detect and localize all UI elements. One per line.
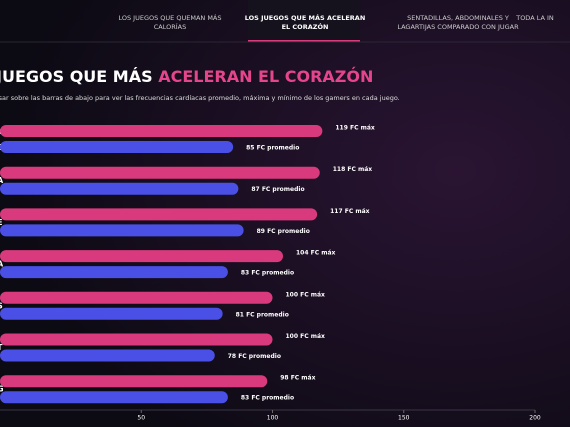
bar (0, 391, 228, 404)
tab[interactable]: LOS JUEGOS QUE MÁS ACELERAN EL CORAZÓN (245, 13, 366, 31)
tab-line: LAGARTIJAS COMPARADO CON JUGAR (397, 23, 519, 31)
category-label: A (0, 260, 4, 269)
value-label: 81 FC promedio (236, 311, 289, 318)
category-label: S (0, 301, 3, 310)
bar (0, 349, 215, 362)
bar (0, 307, 223, 320)
bar (0, 182, 239, 195)
category-label: G (0, 385, 4, 394)
tab-line: CALORÍAS (154, 22, 187, 31)
tab-line: TODA LA IN (515, 14, 554, 22)
tab[interactable]: SENTADILLAS, ABDOMINALES Y LAGARTIJAS COM… (397, 14, 519, 31)
tab-line: SENTADILLAS, ABDOMINALES Y (407, 14, 509, 22)
tab-line: LOS JUEGOS QUE MÁS ACELERAN (245, 13, 366, 22)
value-label: 119 FC máx (335, 125, 375, 132)
bar (0, 266, 228, 279)
title-accent: ACELERAN EL CORAZÓN (158, 67, 373, 86)
category-label: E (0, 218, 2, 227)
tab[interactable]: TODA LA IN (515, 14, 554, 22)
value-label: 87 FC promedio (251, 186, 304, 193)
bar (0, 375, 268, 388)
tab-line: LOS JUEGOS QUE QUEMAN MÁS (118, 13, 221, 22)
value-label: 83 FC promedio (241, 395, 294, 402)
bar (0, 125, 323, 137)
tab-line: EL CORAZÓN (282, 22, 329, 31)
category-label: T (0, 343, 3, 352)
tab[interactable]: LOS JUEGOS QUE QUEMAN MÁS CALORÍAS (118, 13, 221, 31)
active-tab (248, 0, 360, 42)
tab-underline (248, 40, 360, 42)
chart-title: JUEGOS QUE MÁS ACELERAN EL CORAZÓN (0, 67, 373, 86)
bar (0, 291, 273, 304)
bar (0, 208, 318, 221)
x-tick-label: 200 (529, 415, 541, 422)
value-label: 104 FC máx (296, 250, 336, 257)
value-label: 83 FC promedio (241, 270, 294, 277)
category-label: A (0, 176, 4, 185)
bar (0, 224, 244, 237)
value-label: 78 FC promedio (228, 353, 281, 360)
value-label: 100 FC máx (286, 333, 326, 340)
bar (0, 166, 320, 179)
value-label: 89 FC promedio (257, 228, 310, 235)
title-plain: JUEGOS QUE MÁS (0, 67, 153, 86)
value-label: 100 FC máx (286, 291, 326, 298)
bar (0, 141, 234, 153)
value-label: 85 FC promedio (246, 145, 299, 152)
subtitle: rsar sobre las barras de abajo para ver … (0, 94, 400, 102)
x-tick-label: 150 (398, 415, 410, 422)
bar (0, 333, 273, 346)
value-label: 117 FC máx (330, 208, 370, 215)
value-label: 98 FC máx (280, 375, 315, 382)
x-tick-label: 100 (267, 415, 279, 422)
bar (0, 250, 283, 263)
value-label: 118 FC máx (333, 166, 373, 173)
x-tick-label: 50 (137, 415, 145, 422)
